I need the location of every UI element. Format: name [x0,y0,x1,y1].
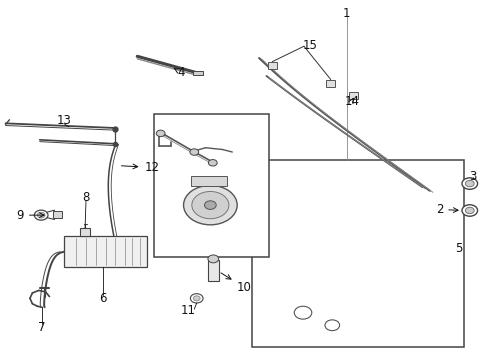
Text: 8: 8 [82,192,89,204]
Text: 3: 3 [468,170,475,183]
Text: 2: 2 [435,203,457,216]
Text: 5: 5 [454,242,462,255]
Bar [193,71,203,75]
Text: 1: 1 [343,7,350,20]
Circle shape [325,320,339,330]
Bar [348,92,357,99]
Circle shape [156,130,164,136]
Bar [267,62,276,69]
Bar [251,160,463,347]
Circle shape [190,294,203,303]
Bar [80,228,90,236]
Text: 13: 13 [57,114,71,127]
Bar [53,211,61,219]
Circle shape [207,255,218,263]
Circle shape [193,296,200,301]
Text: 4: 4 [174,66,184,79]
Circle shape [294,306,311,319]
Circle shape [208,159,217,166]
Circle shape [204,201,216,210]
Text: 9: 9 [17,209,44,222]
Circle shape [183,185,237,225]
Bar [326,80,334,87]
Circle shape [461,178,477,189]
Circle shape [37,212,45,218]
Circle shape [189,149,198,155]
Bar [190,176,227,186]
Text: 14: 14 [344,95,359,108]
Circle shape [461,205,477,216]
Circle shape [34,210,48,220]
Bar [207,260,218,281]
Bar [64,236,147,267]
Text: 11: 11 [181,305,196,318]
Text: 15: 15 [302,39,317,52]
Circle shape [465,180,473,187]
Bar [154,114,268,257]
Text: 7: 7 [39,320,46,333]
Text: 6: 6 [99,292,106,305]
Circle shape [191,192,228,219]
Circle shape [465,207,473,214]
Text: 12: 12 [121,161,159,174]
Text: 10: 10 [221,273,251,294]
